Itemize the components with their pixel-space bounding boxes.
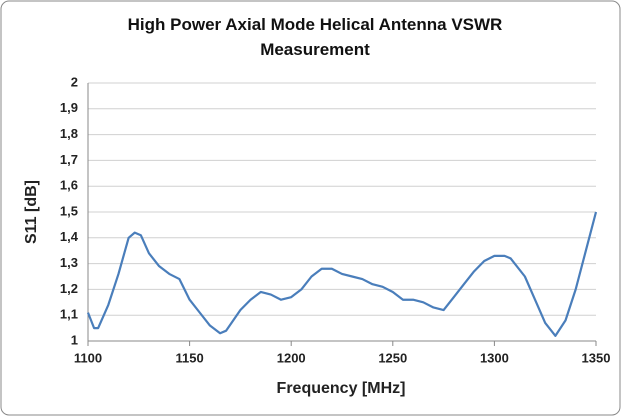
y-tick-label: 1,3 [60, 255, 78, 270]
x-tick-label: 1200 [277, 350, 306, 365]
x-tick-label: 1350 [582, 350, 611, 365]
y-tick-label: 1,5 [60, 203, 78, 218]
chart-title: High Power Axial Mode Helical Antenna VS… [127, 15, 503, 59]
x-tick-label: 1150 [175, 350, 203, 365]
x-tick-label: 1300 [480, 350, 509, 365]
y-tick-label: 1,4 [60, 229, 79, 244]
x-axis-title: Frequency [MHz] [277, 380, 406, 397]
y-tick-label: 1,1 [60, 307, 78, 322]
x-tick-label: 1250 [378, 350, 407, 365]
data-line [86, 211, 598, 337]
y-tick-label: 1,6 [60, 178, 78, 193]
y-tick-label: 2 [71, 74, 78, 89]
y-tick-label: 1,9 [60, 100, 78, 115]
y-tick-label: 1,7 [60, 152, 78, 167]
y-tick-label: 1 [71, 332, 78, 347]
y-tick-label: 1,2 [60, 281, 78, 296]
x-tick-label: 1100 [74, 350, 102, 365]
y-tick-label: 1,8 [60, 126, 78, 141]
y-axis-title: S11 [dB] [23, 180, 40, 244]
